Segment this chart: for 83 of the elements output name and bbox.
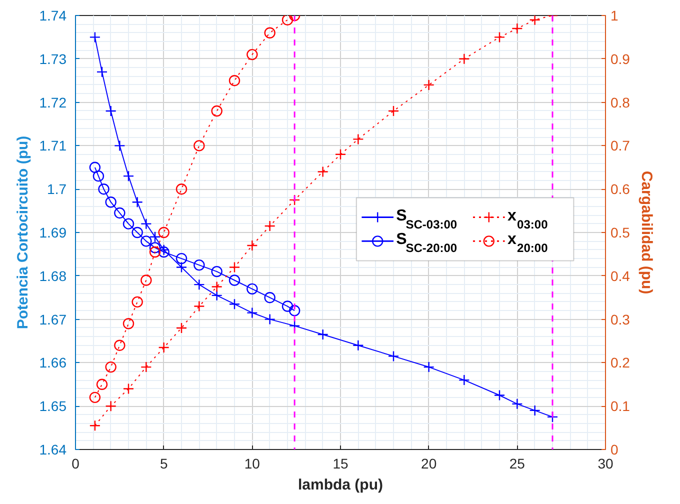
point (122, 218, 134, 230)
x-axis-title: lambda (pu) (298, 476, 384, 494)
point (176, 252, 188, 264)
point (105, 105, 116, 117)
y2-tick-label: 0.3 (610, 311, 630, 328)
point (194, 140, 205, 152)
point (388, 350, 400, 362)
point (494, 390, 506, 401)
point (176, 322, 188, 334)
y-tick-label: 1.64 (39, 442, 67, 458)
point (158, 246, 170, 258)
point (211, 266, 222, 278)
y2-tick-label: 0.8 (610, 94, 630, 110)
y2-tick-label: 0.5 (610, 224, 630, 240)
x-tick-label: 0 (72, 456, 80, 472)
y2-tick-label: 0.1 (610, 398, 630, 414)
point (114, 207, 126, 219)
y2-tick-label: 0.9 (610, 50, 630, 67)
y-tick-label: 1.74 (39, 8, 67, 24)
point (264, 292, 276, 304)
y-tick-label: 1.73 (39, 50, 67, 67)
point (494, 32, 506, 43)
point (89, 162, 101, 173)
point (228, 298, 240, 310)
y-tick-label: 1.69 (39, 224, 67, 240)
point (89, 32, 101, 43)
y-tick-label: 1.68 (39, 268, 67, 284)
point (176, 184, 188, 195)
y2-tick-label: 0.6 (610, 181, 630, 198)
x-tick-label: 10 (244, 456, 260, 472)
y-tick-label: 1.66 (39, 354, 67, 371)
point (132, 226, 143, 238)
x-tick-label: 25 (509, 456, 526, 472)
x-tick-label: 15 (332, 456, 348, 472)
point (334, 148, 346, 160)
point (105, 361, 116, 373)
point (246, 283, 258, 295)
point (158, 342, 170, 354)
point (228, 75, 240, 86)
point (264, 220, 276, 232)
y2-tick-label: 0.7 (610, 138, 630, 154)
point (122, 318, 134, 330)
point (211, 105, 222, 117)
y2-tick-label: 0 (610, 442, 618, 458)
point (246, 48, 258, 60)
point (282, 300, 294, 312)
point (512, 22, 523, 34)
y2-tick-label: 0.2 (610, 354, 630, 371)
y-tick-label: 1.72 (39, 94, 67, 110)
y-tick-label: 1.65 (39, 398, 67, 414)
y2-tick-label: 1 (610, 8, 618, 24)
point (89, 392, 101, 404)
point (96, 378, 108, 390)
point (122, 383, 134, 394)
point (388, 105, 400, 117)
point (105, 196, 116, 208)
point (92, 170, 104, 182)
point (228, 262, 240, 273)
y-tick-label: 1.67 (39, 311, 67, 328)
point (158, 226, 170, 238)
point (149, 231, 161, 242)
y2-axis-title: Cargabilidad (pu) (638, 170, 655, 294)
point (140, 236, 152, 247)
point (282, 16, 294, 26)
y-axis-title: Potencia Cortocircuito (pu) (14, 136, 32, 330)
y-tick-label: 1.7 (47, 181, 67, 198)
x-tick-label: 5 (160, 456, 168, 472)
y-tick-label: 1.71 (39, 138, 67, 154)
point (246, 240, 258, 252)
point (228, 274, 240, 286)
point (194, 259, 205, 271)
point (140, 274, 152, 286)
y2-tick-label: 0.4 (610, 268, 630, 284)
point (264, 27, 276, 38)
point (132, 296, 143, 308)
point (288, 305, 300, 316)
point (114, 340, 126, 351)
point (98, 184, 110, 195)
point (89, 420, 101, 432)
point (149, 242, 161, 254)
x-tick-label: 30 (598, 456, 614, 472)
point (149, 246, 161, 258)
x-tick-label: 20 (421, 456, 437, 472)
